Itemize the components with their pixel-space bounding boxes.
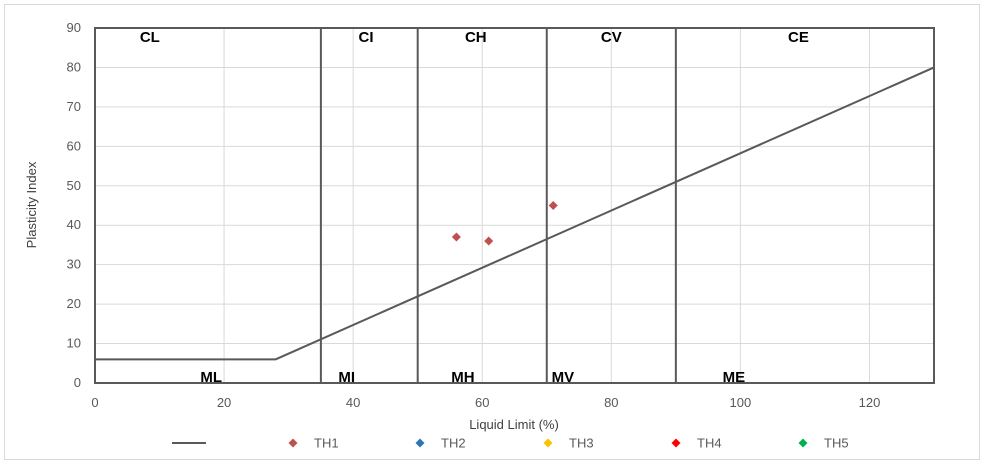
- legend-label-th1: TH1: [314, 436, 339, 451]
- zone-label-mv: MV: [552, 369, 575, 386]
- legend-label-th2: TH2: [441, 436, 466, 451]
- y-tick-label: 50: [67, 178, 81, 193]
- legend-marker-th4: [671, 438, 681, 448]
- data-points: [451, 201, 558, 246]
- data-point-th1: [484, 236, 494, 246]
- x-tick-label: 120: [859, 395, 881, 410]
- y-tick-label: 30: [67, 257, 81, 272]
- y-tick-label: 20: [67, 296, 81, 311]
- grid: [94, 27, 935, 384]
- x-tick-label: 40: [346, 395, 360, 410]
- chart-frame: [4, 4, 980, 460]
- x-tick-label: 80: [604, 395, 618, 410]
- y-tick-label: 10: [67, 336, 81, 351]
- zone-label-ce: CE: [788, 29, 809, 46]
- y-tick-label: 60: [67, 138, 81, 153]
- zone-label-mh: MH: [451, 369, 474, 386]
- y-tick-label: 70: [67, 99, 81, 114]
- a-line: [95, 66, 935, 361]
- zone-label-me: ME: [723, 369, 746, 386]
- y-tick-label: 80: [67, 59, 81, 74]
- x-tick-label: 20: [217, 395, 231, 410]
- zone-label-ch: CH: [465, 29, 487, 46]
- data-point-th1: [548, 201, 558, 210]
- legend-marker-th1: [288, 438, 298, 448]
- legend-label-th3: TH3: [569, 436, 594, 451]
- zone-label-cv: CV: [601, 29, 622, 46]
- y-axis-title: Plasticity Index: [24, 161, 39, 248]
- zone-label-ml: ML: [200, 369, 222, 386]
- legend-label-th4: TH4: [697, 436, 722, 451]
- y-tick-label: 40: [67, 217, 81, 232]
- x-tick-label: 60: [475, 395, 489, 410]
- legend-marker-th2: [415, 438, 425, 448]
- plot-border: [94, 27, 935, 384]
- legend-label-th5: TH5: [824, 436, 849, 451]
- x-tick-label: 100: [730, 395, 752, 410]
- zone-labels: CL CI CH CV CE ML MI MH MV ME: [140, 29, 809, 386]
- legend-marker-th3: [543, 438, 553, 448]
- y-tick-label: 90: [67, 20, 81, 35]
- zone-boundaries: [319, 28, 935, 383]
- a-line-path: [95, 66, 935, 361]
- zone-label-cl: CL: [140, 29, 160, 46]
- legend-marker-th5: [798, 438, 808, 448]
- zone-label-ci: CI: [359, 29, 374, 46]
- tick-labels: 0 10 20 30 40 50 60 70 80 90 0 20 40 60 80 100 120: [67, 20, 881, 410]
- legend: TH1 TH2 TH3 TH4 TH5: [172, 436, 849, 451]
- zone-label-mi: MI: [338, 369, 355, 386]
- x-tick-label: 0: [91, 395, 98, 410]
- data-point-th1: [451, 232, 461, 242]
- x-axis-title: Liquid Limit (%): [469, 417, 559, 432]
- y-tick-label: 0: [74, 375, 81, 390]
